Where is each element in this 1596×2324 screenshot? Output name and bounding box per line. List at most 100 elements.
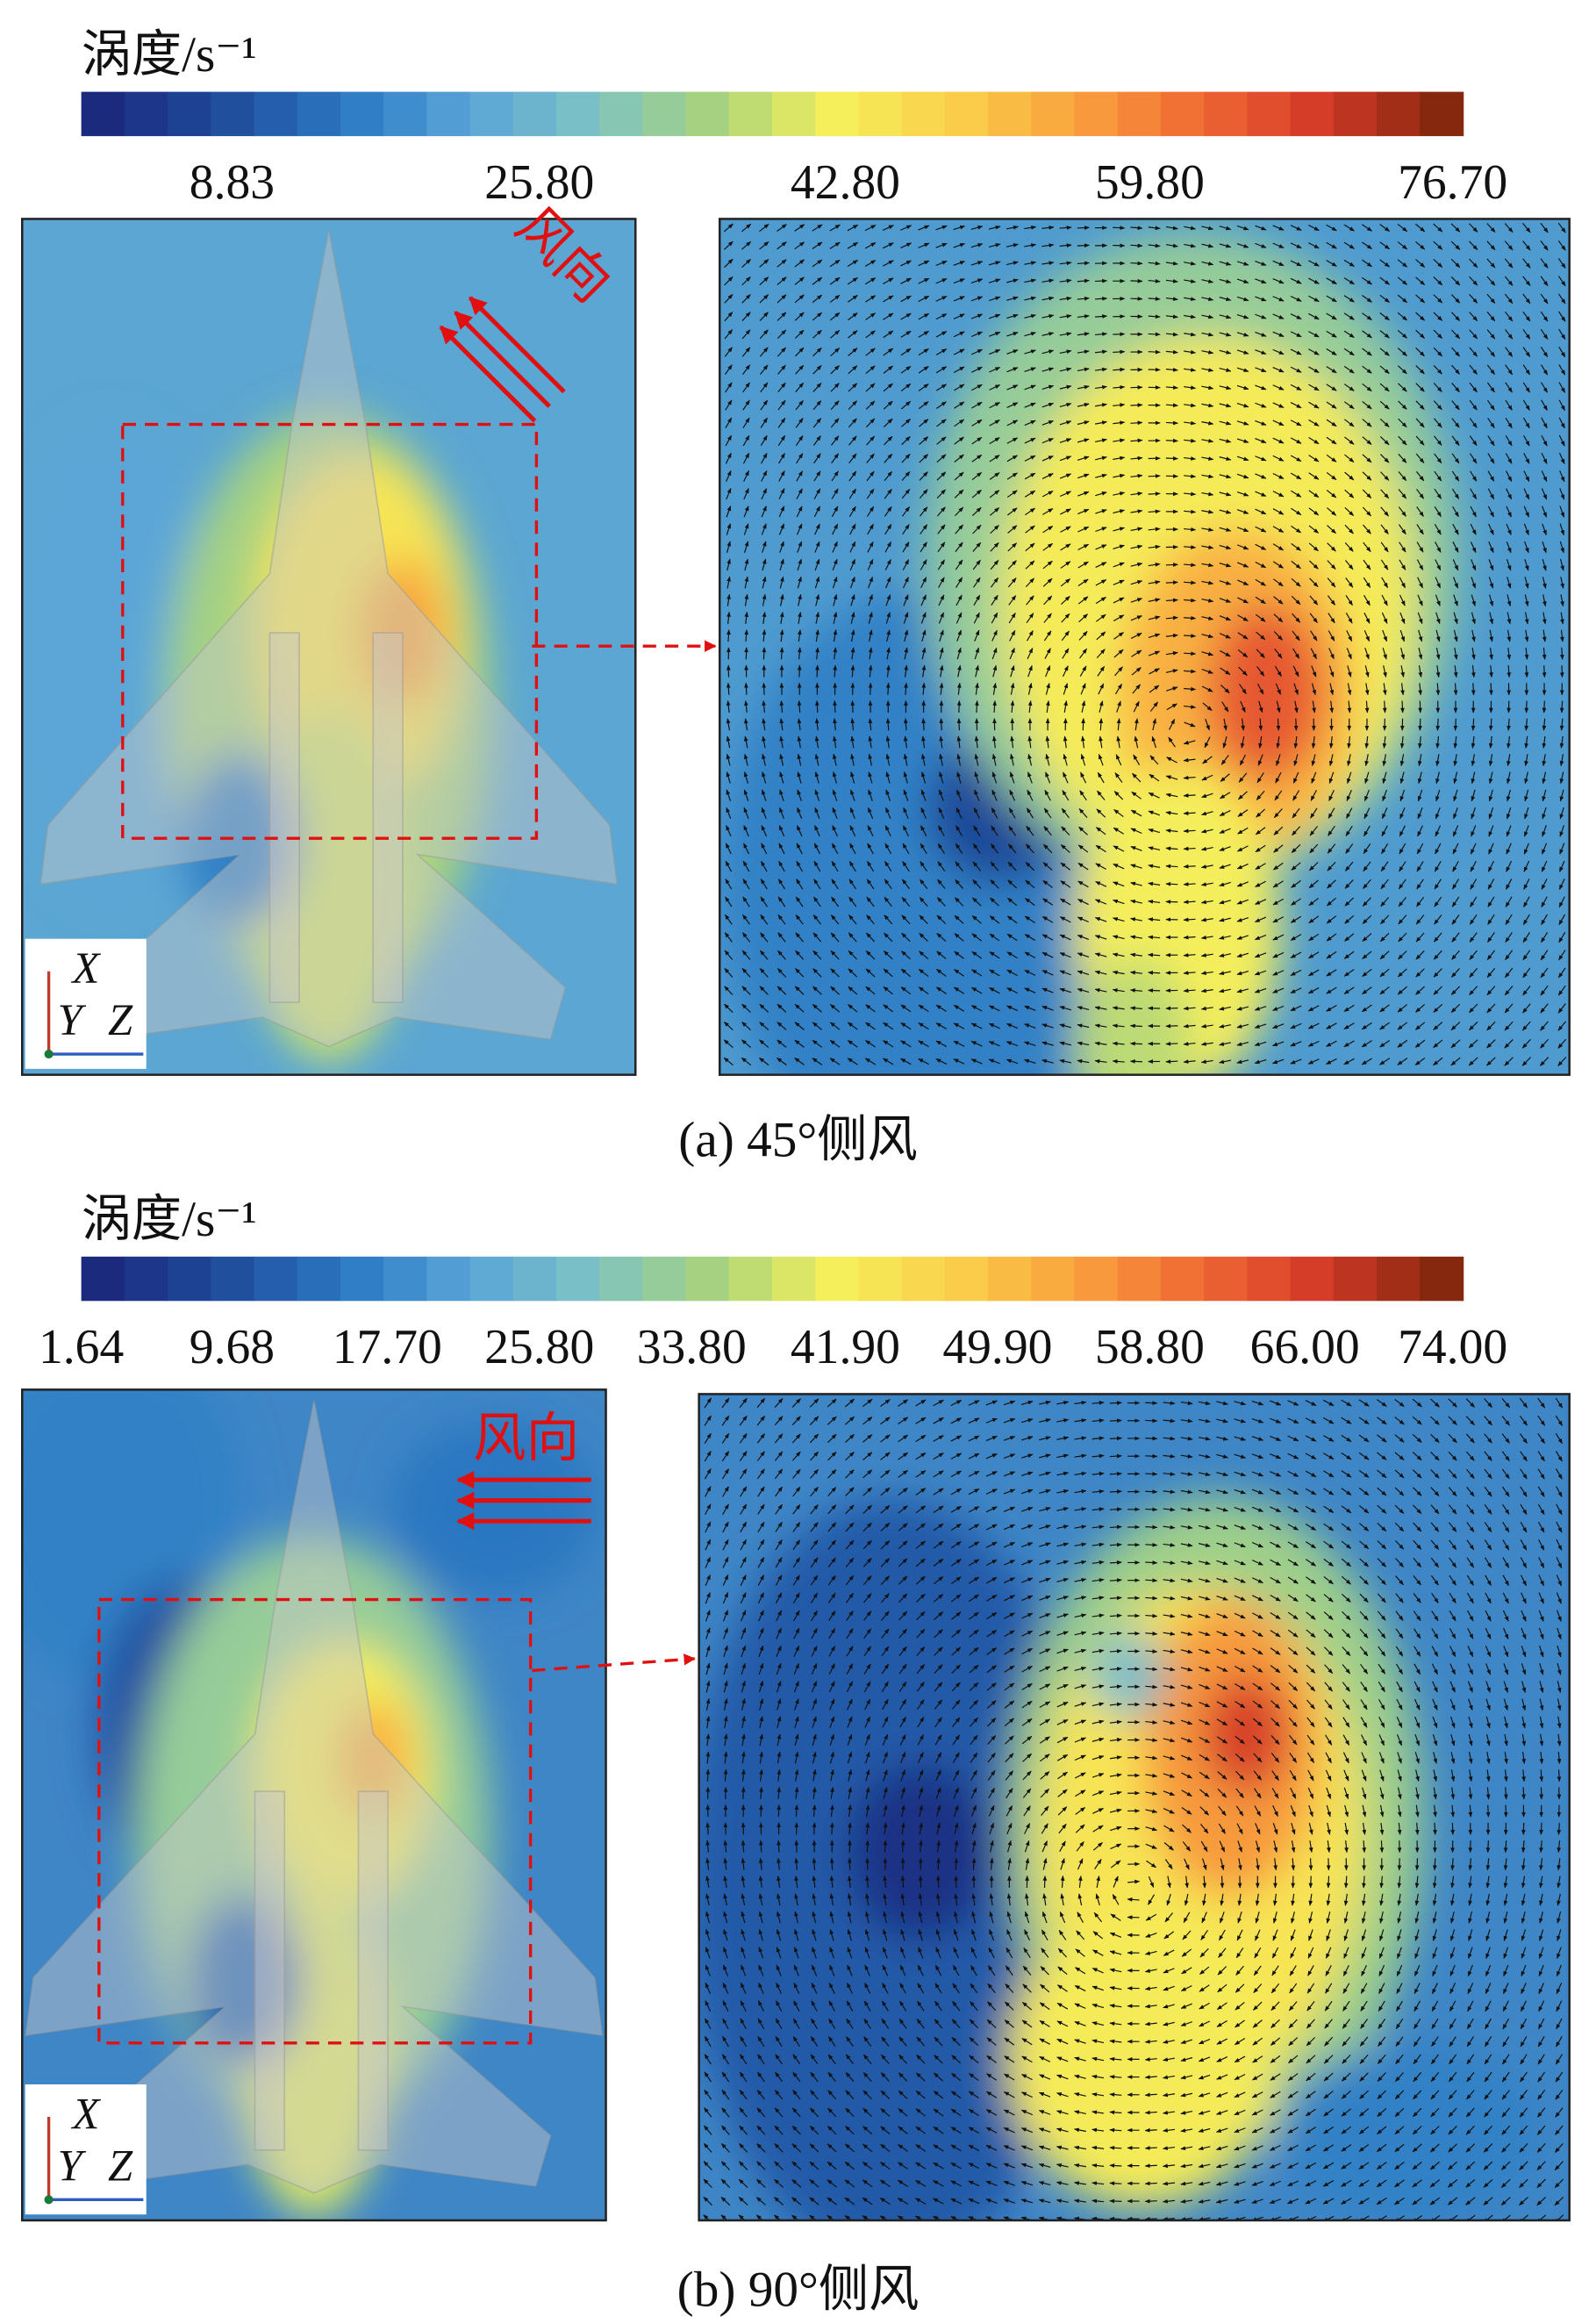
vector: [741, 1786, 746, 1799]
vector: [864, 260, 877, 267]
colorbar-segment: [1204, 1256, 1249, 1302]
left-frame: [21, 218, 637, 1076]
vector: [956, 718, 962, 731]
vector: [777, 1840, 781, 1853]
vector: [1148, 970, 1161, 975]
vector: [1308, 277, 1320, 284]
colorbar-segment: [211, 91, 255, 137]
vector: [1109, 1436, 1122, 1441]
vector: [988, 225, 1001, 230]
vector: [1145, 1524, 1158, 1530]
colorbar-tick-label: 9.68: [190, 1320, 275, 1374]
contour-region: [1074, 958, 1193, 1075]
vector: [1397, 276, 1408, 285]
vector: [1024, 225, 1037, 230]
vector: [1469, 276, 1478, 286]
caption: (b) 90°侧风: [677, 2263, 920, 2318]
vector: [1540, 240, 1549, 251]
vector: [1471, 718, 1476, 731]
vector: [1379, 241, 1391, 250]
colorbar-segment: [168, 91, 212, 137]
vector: [1504, 276, 1514, 286]
vector: [1006, 243, 1019, 247]
vector: [741, 258, 751, 268]
vector: [1113, 332, 1126, 337]
vector: [1415, 276, 1426, 286]
vector: [724, 312, 734, 322]
vector: [918, 225, 930, 231]
colorbar-segment: [1247, 91, 1292, 137]
vector: [954, 1875, 959, 1888]
vector: [1165, 881, 1178, 886]
vector: [1006, 296, 1019, 301]
vector: [1059, 261, 1072, 266]
vector: [918, 277, 930, 284]
vector: [1433, 258, 1443, 268]
vector: [1165, 279, 1178, 283]
vector: [918, 295, 930, 302]
vector: [1558, 293, 1566, 305]
vector: [953, 313, 965, 319]
vector: [723, 223, 734, 233]
vector: [777, 276, 787, 286]
colorbar-segment: [555, 1256, 601, 1302]
vector: [1041, 243, 1055, 247]
vector: [988, 313, 1001, 319]
vector: [1379, 1840, 1385, 1854]
vector: [970, 243, 984, 248]
vector: [918, 312, 930, 320]
vector: [988, 243, 1001, 248]
colorbar-segment: [988, 1256, 1033, 1302]
vector: [794, 276, 805, 285]
vector: [1109, 1401, 1122, 1405]
vector: [1059, 296, 1072, 301]
vector: [1343, 259, 1355, 268]
vector: [1272, 296, 1285, 302]
vector: [953, 278, 965, 284]
vector: [1559, 700, 1564, 714]
vector: [1379, 259, 1391, 268]
vector: [1129, 1059, 1142, 1064]
colorbar-segment: [642, 1256, 687, 1302]
colorbar-tick-label: 49.90: [942, 1320, 1052, 1374]
vector: [1469, 294, 1478, 304]
colorbar-segment: [383, 1256, 428, 1302]
vector: [759, 241, 769, 250]
colorbar-segment: [1074, 1256, 1119, 1302]
vector: [1145, 1453, 1158, 1459]
vector: [1077, 226, 1090, 230]
vector: [1042, 1875, 1048, 1888]
colorbar-tick-label: 8.83: [190, 155, 275, 210]
vector: [1540, 293, 1549, 305]
vector: [935, 242, 948, 248]
vector: [1326, 1858, 1331, 1871]
vector: [1109, 1489, 1122, 1494]
vector: [1041, 226, 1055, 230]
vector: [1290, 242, 1302, 249]
vector: [900, 295, 912, 303]
vector: [1236, 296, 1249, 302]
vector: [1144, 2163, 1157, 2169]
vector: [812, 294, 823, 304]
vector: [1522, 293, 1531, 305]
vector: [1183, 811, 1196, 815]
vector: [1095, 296, 1108, 301]
vector: [956, 699, 962, 714]
aircraft: [39, 230, 619, 1048]
colorbar-segment: [469, 91, 514, 137]
vector: [1485, 1804, 1491, 1818]
zoom-box: [121, 422, 539, 840]
vector: [1469, 240, 1478, 251]
colorbar-tick-label: 25.80: [484, 1320, 594, 1374]
colorbar-segment: [1160, 1256, 1205, 1302]
vector: [1144, 2181, 1157, 2186]
vector: [1145, 1507, 1158, 1512]
vector: [988, 261, 1001, 266]
vector: [1397, 294, 1408, 304]
vector: [705, 1822, 711, 1835]
vector: [829, 1822, 834, 1835]
vector: [1201, 279, 1214, 283]
vector: [1184, 279, 1197, 283]
vector: [1418, 718, 1422, 731]
colorbar-segment: [988, 91, 1033, 137]
